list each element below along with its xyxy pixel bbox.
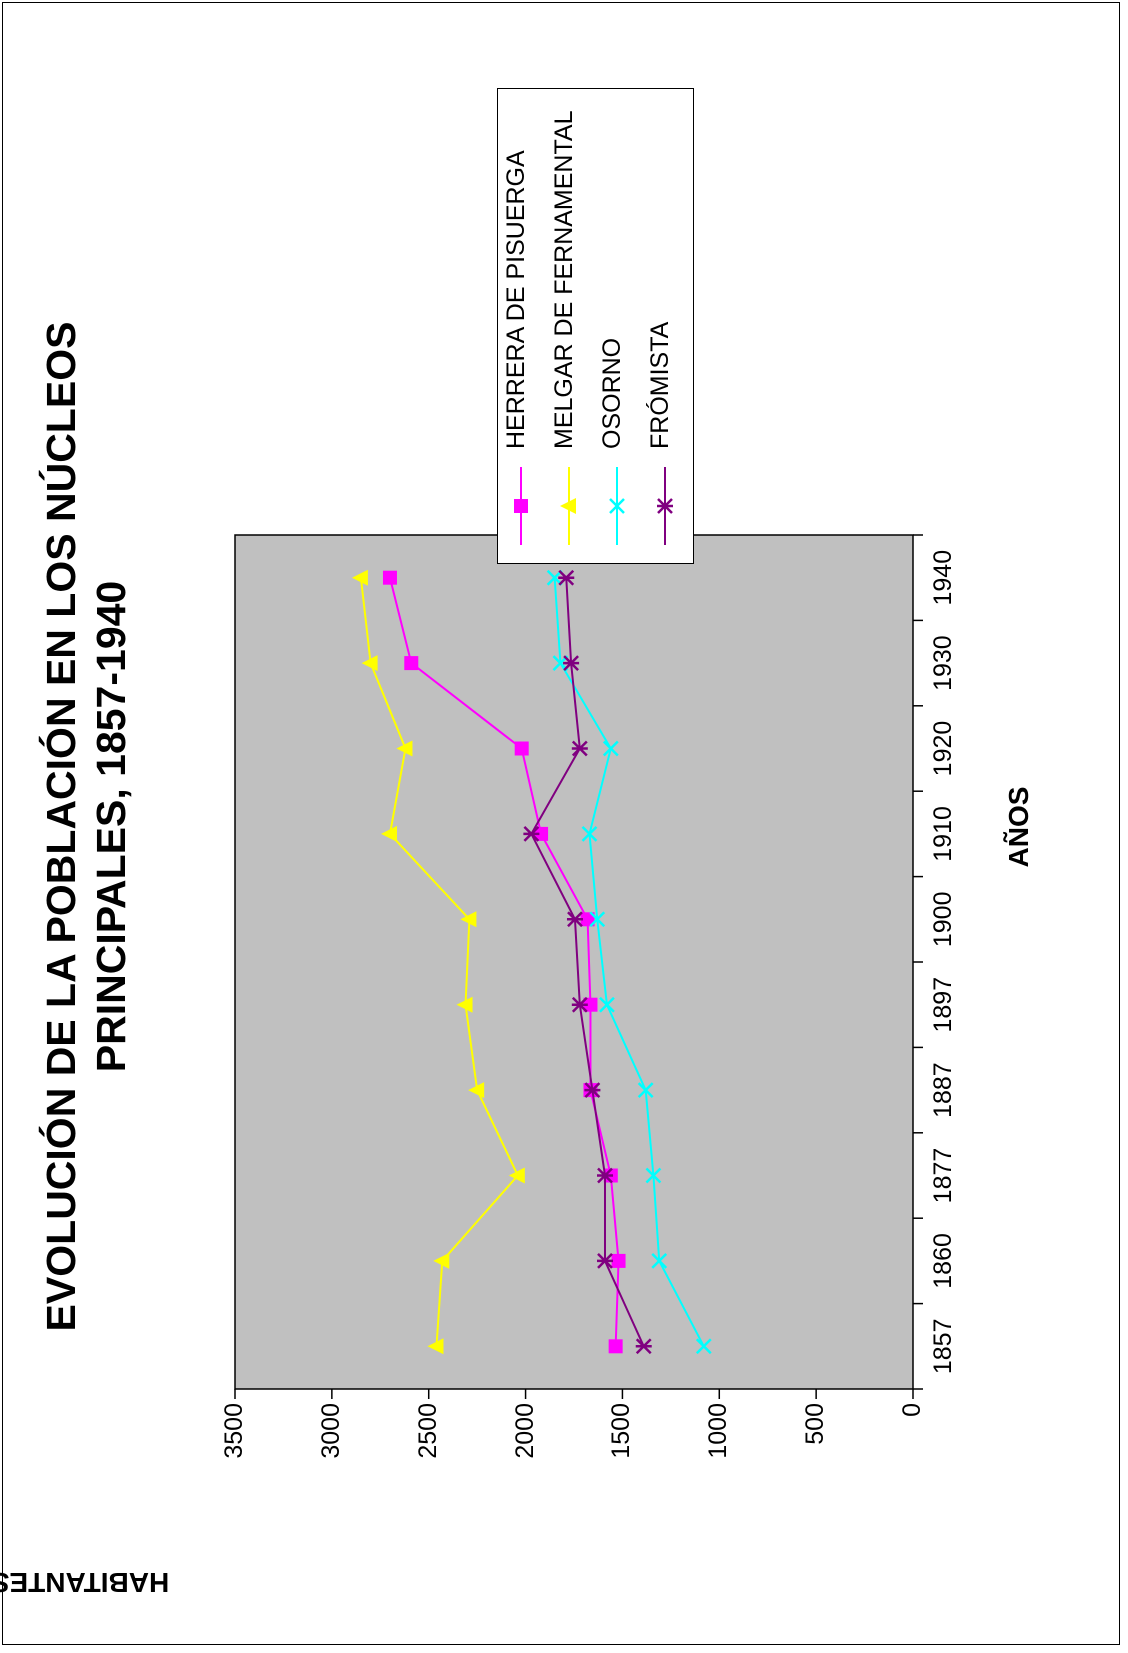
legend-item-fromista: FRÓMISTA bbox=[642, 93, 688, 563]
data-point bbox=[602, 740, 619, 757]
legend-marker bbox=[514, 499, 528, 513]
data-point bbox=[566, 911, 583, 928]
series-3 bbox=[523, 569, 652, 1355]
x-tick-label: 1887 bbox=[929, 1062, 957, 1118]
legend-marker bbox=[657, 498, 673, 514]
data-point bbox=[508, 1167, 525, 1184]
data-point bbox=[651, 1253, 668, 1269]
data-point bbox=[596, 1167, 613, 1184]
x-tick-label: 1857 bbox=[929, 1318, 957, 1375]
x-tick-label: 1897 bbox=[929, 976, 957, 1033]
y-tick-label: 1000 bbox=[704, 1403, 733, 1459]
data-point bbox=[558, 569, 575, 586]
data-point bbox=[611, 1253, 626, 1268]
data-point bbox=[427, 1338, 444, 1355]
data-point bbox=[637, 1082, 654, 1098]
data-point bbox=[534, 826, 549, 841]
data-point bbox=[523, 826, 540, 842]
legend-label-melgar: MELGAR DE FERNAMENTAL bbox=[550, 110, 578, 449]
data-point bbox=[580, 912, 595, 927]
legend-item-herrera: HERRERA DE PISUERGA bbox=[498, 93, 544, 563]
data-point bbox=[546, 569, 563, 586]
data-point bbox=[596, 1253, 613, 1269]
legend-swatch-melgar bbox=[560, 467, 576, 545]
series-line bbox=[359, 577, 520, 1347]
data-point bbox=[608, 1339, 623, 1354]
data-point bbox=[380, 825, 397, 842]
data-point bbox=[351, 569, 368, 586]
x-tick-label: 1860 bbox=[929, 1233, 957, 1289]
legend-swatch-herrera bbox=[514, 467, 528, 545]
data-point bbox=[404, 656, 419, 671]
series-1 bbox=[351, 569, 525, 1355]
y-tick-label: 0 bbox=[898, 1403, 926, 1417]
data-point bbox=[645, 1167, 662, 1184]
series-line bbox=[553, 577, 705, 1347]
legend-swatch-fromista bbox=[657, 467, 673, 545]
x-tick-label: 1900 bbox=[929, 891, 957, 948]
y-tick-label: 3000 bbox=[316, 1403, 345, 1459]
y-tick-label: 3500 bbox=[220, 1403, 248, 1459]
data-point bbox=[589, 911, 606, 928]
data-point bbox=[571, 996, 588, 1013]
y-tick-label: 1500 bbox=[607, 1403, 636, 1459]
series-line bbox=[389, 577, 620, 1347]
data-point bbox=[583, 997, 598, 1012]
data-point bbox=[468, 1082, 485, 1099]
data-point bbox=[396, 740, 413, 757]
series-line bbox=[530, 577, 645, 1347]
legend-swatch-osorno bbox=[609, 467, 625, 545]
data-point bbox=[361, 655, 378, 672]
legend-label-fromista: FRÓMISTA bbox=[646, 321, 674, 449]
legend-label-herrera: HERRERA DE PISUERGA bbox=[502, 150, 530, 449]
data-point bbox=[460, 911, 477, 928]
data-point bbox=[456, 996, 473, 1013]
data-point bbox=[382, 570, 397, 585]
data-point bbox=[599, 996, 615, 1013]
data-point bbox=[695, 1338, 712, 1355]
x-tick-label: 1910 bbox=[929, 806, 957, 862]
legend-label-osorno: OSORNO bbox=[598, 337, 626, 449]
x-tick-label: 1940 bbox=[929, 549, 957, 606]
legend-item-osorno: OSORNO bbox=[594, 93, 640, 563]
y-tick-label: 2500 bbox=[413, 1403, 442, 1459]
x-axis-title: AÑOS bbox=[1003, 786, 1034, 868]
data-point bbox=[563, 655, 580, 671]
y-tick-label: 2000 bbox=[510, 1403, 539, 1459]
data-point bbox=[571, 740, 588, 757]
data-point bbox=[584, 1082, 601, 1098]
legend-marker bbox=[560, 498, 576, 514]
legend-item-melgar: MELGAR DE FERNAMENTAL bbox=[546, 93, 592, 563]
x-tick-label: 1877 bbox=[929, 1147, 957, 1204]
data-point bbox=[635, 1338, 652, 1355]
x-tick-label: 1920 bbox=[929, 720, 957, 777]
legend-marker bbox=[609, 498, 625, 514]
legend: HERRERA DE PISUERGA MELGAR DE FERNAMENTA… bbox=[497, 88, 694, 564]
data-point bbox=[514, 741, 529, 756]
data-point bbox=[433, 1252, 450, 1269]
x-tick-label: 1930 bbox=[929, 635, 957, 691]
data-point bbox=[581, 826, 598, 842]
y-tick-label: 500 bbox=[801, 1403, 830, 1445]
